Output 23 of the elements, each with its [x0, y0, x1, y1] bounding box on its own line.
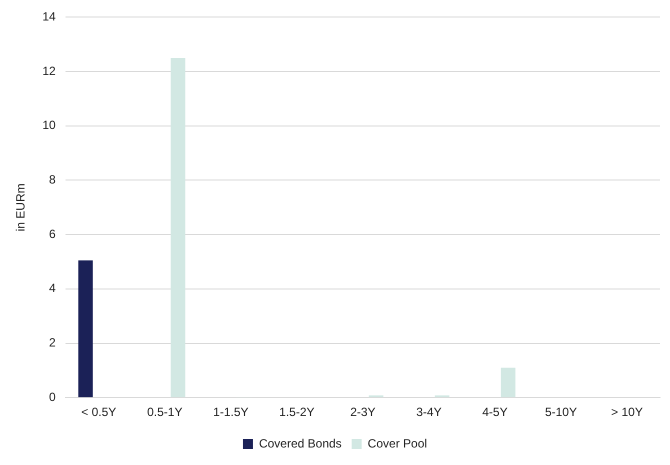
- x-tick-label: 1-1.5Y: [213, 405, 248, 420]
- y-tick-label: 12: [42, 64, 56, 78]
- y-axis-title: in EURm: [14, 183, 28, 232]
- y-tick-label: 8: [49, 172, 56, 187]
- y-tick-label: 10: [42, 118, 56, 132]
- legend-label: Cover Pool: [368, 436, 428, 450]
- x-tick-label: 2-3Y: [350, 405, 376, 420]
- x-tick-label: > 10Y: [611, 405, 643, 420]
- x-tick-label: < 0.5Y: [81, 405, 116, 420]
- x-tick-label: 3-4Y: [416, 405, 442, 420]
- y-tick-label: 6: [49, 226, 56, 241]
- legend-label: Covered Bonds: [258, 436, 342, 450]
- bar: [170, 58, 186, 398]
- x-tick-label: 4-5Y: [482, 405, 508, 420]
- x-tick-label: 0.5-1Y: [147, 405, 182, 420]
- bar: [78, 260, 93, 398]
- bar: [500, 368, 516, 398]
- y-tick-label: 14: [42, 10, 56, 24]
- y-tick-label: 0: [49, 390, 56, 404]
- x-tick-label: 1.5-2Y: [279, 405, 315, 420]
- y-tick-label: 4: [49, 281, 56, 296]
- y-tick-label: 2: [49, 336, 56, 350]
- x-tick-label: 5-10Y: [544, 405, 577, 420]
